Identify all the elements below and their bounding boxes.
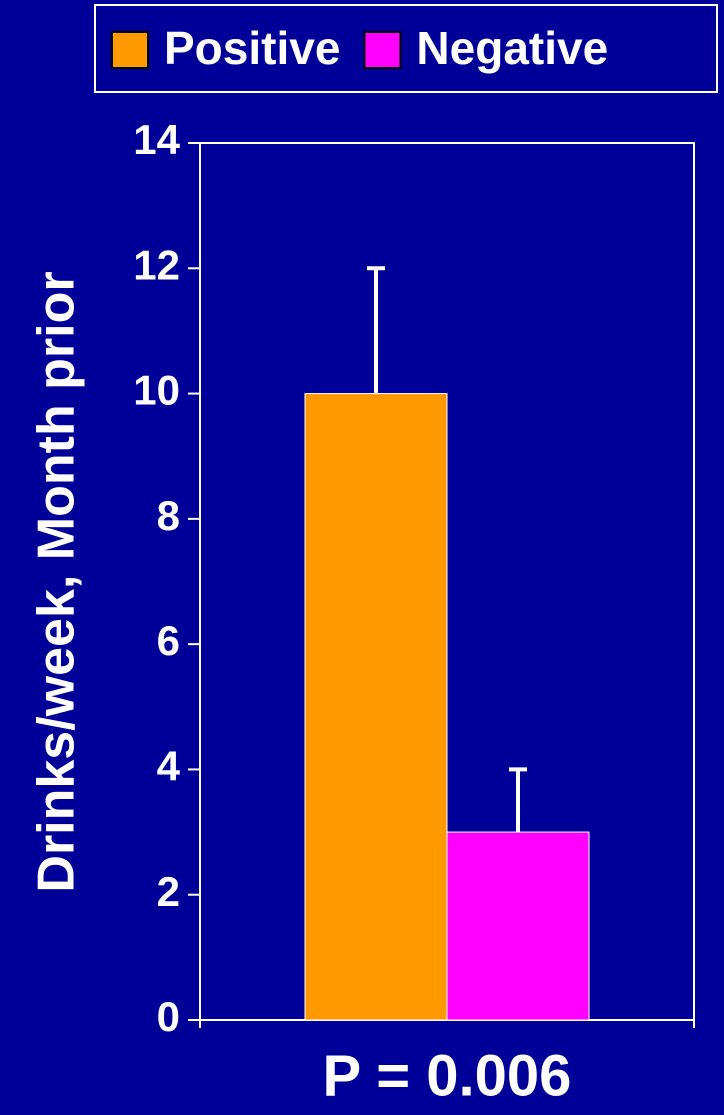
bar	[446, 831, 590, 1021]
y-axis-label: Drinks/week, Month prior	[28, 271, 86, 892]
y-tick-label: 14	[133, 116, 180, 163]
legend-swatch	[111, 31, 149, 69]
y-tick-label: 0	[157, 993, 180, 1040]
bar	[304, 393, 448, 1021]
annotation: P = 0.006	[323, 1043, 572, 1108]
y-tick-label: 6	[157, 617, 180, 664]
legend-swatch	[363, 31, 402, 69]
legend-frame	[94, 4, 718, 93]
y-tick-label: 4	[157, 743, 181, 790]
legend-label: Negative	[416, 22, 608, 74]
y-tick-label: 8	[157, 492, 180, 539]
y-tick-label: 10	[133, 367, 180, 414]
y-tick-label: 2	[157, 868, 180, 915]
y-tick-label: 12	[133, 241, 180, 288]
legend-label: Positive	[164, 22, 340, 74]
